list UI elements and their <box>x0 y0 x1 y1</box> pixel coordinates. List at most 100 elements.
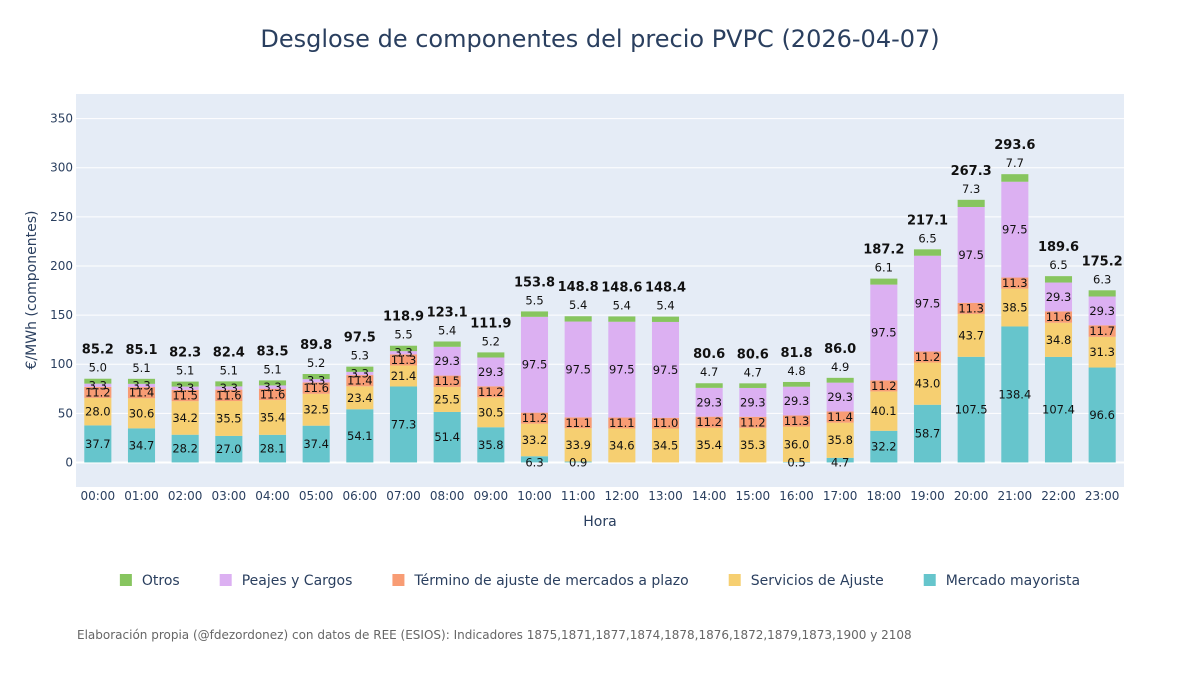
y-tick-label: 0 <box>65 455 73 469</box>
bar-segment <box>127 398 156 429</box>
segment-value-label: 6.5 <box>918 231 936 245</box>
bar-segment <box>258 380 287 386</box>
segment-value-label: 21.4 <box>391 369 417 383</box>
segment-value-label: 107.4 <box>1042 403 1075 417</box>
bar-segment <box>739 383 767 388</box>
segment-value-label: 35.4 <box>260 410 286 424</box>
bar-segment <box>1044 282 1073 312</box>
segment-value-label: 3.3 <box>351 366 369 380</box>
segment-value-label: 27.0 <box>216 442 242 456</box>
segment-value-label: 11.3 <box>391 353 417 367</box>
segment-value-label: 3.3 <box>89 378 107 392</box>
legend-label[interactable]: Peajes y Cargos <box>242 573 353 589</box>
bar-segment <box>564 428 592 462</box>
segment-value-label: 5.4 <box>438 323 456 337</box>
bar-segment <box>215 386 243 390</box>
x-tick-label: 01:00 <box>124 489 159 503</box>
bar-segment <box>1044 311 1073 323</box>
bar-segment <box>302 379 330 383</box>
total-value-label: 97.5 <box>344 331 376 346</box>
x-tick-label: 07:00 <box>386 489 421 503</box>
bar-segment <box>477 357 505 387</box>
segment-value-label: 35.3 <box>740 438 766 452</box>
legend-swatch[interactable] <box>119 574 132 586</box>
bar-segment <box>171 381 199 387</box>
total-value-label: 83.5 <box>256 344 288 359</box>
bar-segment <box>913 255 942 352</box>
bar-segment <box>258 434 287 463</box>
legend-swatch[interactable] <box>392 574 405 586</box>
segment-value-label: 6.3 <box>1093 272 1111 286</box>
bar-segment <box>782 386 811 416</box>
segment-value-label: 11.6 <box>303 381 329 395</box>
bar-segment <box>1001 277 1029 289</box>
legend-label[interactable]: Término de ajuste de mercados a plazo <box>413 573 688 589</box>
x-tick-label: 10:00 <box>517 489 552 503</box>
total-value-label: 153.8 <box>514 275 555 290</box>
segment-value-label: 29.3 <box>434 354 460 368</box>
segment-value-label: 35.8 <box>827 433 853 447</box>
segment-value-label: 34.6 <box>609 438 635 452</box>
segment-value-label: 3.3 <box>394 346 412 360</box>
bar-segment <box>913 362 942 405</box>
segment-value-label: 43.0 <box>915 377 941 391</box>
bar-segment <box>695 387 723 417</box>
bar-segment <box>302 393 330 426</box>
x-tick-label: 04:00 <box>255 489 290 503</box>
segment-value-label: 5.2 <box>482 334 500 348</box>
bar-segment <box>520 311 549 317</box>
segment-value-label: 97.5 <box>565 362 591 376</box>
bar-segment <box>651 417 680 429</box>
y-tick-label: 200 <box>50 259 73 273</box>
segment-value-label: 96.6 <box>1089 408 1115 422</box>
segment-value-label: 11.3 <box>958 301 984 315</box>
segment-value-label: 29.3 <box>1046 290 1072 304</box>
x-tick-label: 17:00 <box>823 489 858 503</box>
legend-label[interactable]: Otros <box>142 573 180 589</box>
total-value-label: 80.6 <box>737 347 769 362</box>
x-tick-label: 14:00 <box>692 489 727 503</box>
segment-value-label: 58.7 <box>915 427 941 441</box>
legend-label[interactable]: Mercado mayorista <box>946 573 1080 589</box>
bar-segment <box>739 387 767 417</box>
bar-segment <box>1001 174 1029 182</box>
segment-value-label: 23.4 <box>347 391 373 405</box>
segment-value-label: 35.4 <box>696 438 722 452</box>
bar-segment <box>477 352 505 358</box>
segment-value-label: 5.4 <box>569 298 587 312</box>
bar-segment <box>433 341 461 347</box>
segment-value-label: 3.3 <box>263 380 281 394</box>
bar-segment <box>826 422 854 458</box>
total-value-label: 217.1 <box>907 213 948 228</box>
bar-segment <box>477 397 505 428</box>
segment-value-label: 5.1 <box>263 362 281 376</box>
bar-segment <box>171 386 199 390</box>
bar-segment <box>84 386 112 398</box>
x-tick-label: 00:00 <box>81 489 116 503</box>
total-value-label: 89.8 <box>300 338 332 353</box>
legend-label[interactable]: Servicios de Ajuste <box>751 573 884 589</box>
legend-swatch[interactable] <box>219 574 232 586</box>
y-tick-label: 100 <box>50 357 73 371</box>
bar-segment <box>608 316 636 322</box>
data-labels: 37.7 34.7 28.2 27.0 28.1 37.4 54.1 77.3 51.4 35.8… <box>82 138 1123 469</box>
segment-value-label: 11.3 <box>784 414 810 428</box>
segment-value-label: 4.7 <box>744 365 762 379</box>
legend-swatch[interactable] <box>728 574 741 586</box>
x-tick-label: 11:00 <box>561 489 596 503</box>
segment-value-label: 33.2 <box>522 433 548 447</box>
legend-swatch[interactable] <box>923 574 936 586</box>
total-value-label: 148.4 <box>645 281 686 296</box>
bar-segment <box>695 416 723 428</box>
total-value-label: 82.3 <box>169 346 201 361</box>
segment-value-label: 29.3 <box>696 395 722 409</box>
bar-segment <box>739 427 767 463</box>
x-tick-label: 16:00 <box>779 489 814 503</box>
segment-value-label: 4.7 <box>831 455 849 469</box>
bar-segment <box>695 383 723 388</box>
bar-segment <box>520 412 549 424</box>
bar-segment <box>346 366 374 372</box>
segment-value-label: 11.2 <box>871 379 897 393</box>
segment-value-label: 0.5 <box>787 455 805 469</box>
total-value-label: 111.9 <box>470 316 511 331</box>
